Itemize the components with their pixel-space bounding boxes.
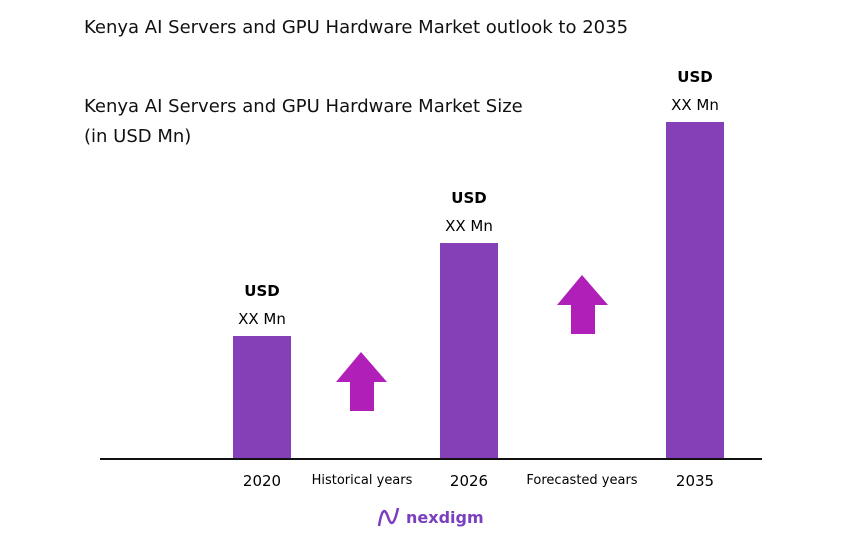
data-label-value: XX Mn (445, 217, 493, 235)
x-tick-label: 2035 (676, 472, 714, 490)
period-label: Historical years (312, 473, 413, 488)
growth-arrow-icon (557, 275, 608, 334)
data-label-value: XX Mn (238, 310, 286, 328)
subtitle-line2: (in USD Mn) (84, 126, 192, 147)
growth-arrow-icon (336, 352, 387, 411)
bar-2026 (440, 243, 498, 459)
brand-name: nexdigm (406, 507, 484, 527)
chart-subtitle: Kenya AI Servers and GPU Hardware Market… (84, 92, 523, 152)
x-tick-label: 2020 (243, 472, 281, 490)
chart-title: Kenya AI Servers and GPU Hardware Market… (84, 17, 629, 38)
nexdigm-logo-icon (377, 507, 400, 527)
bar-2035 (666, 122, 724, 459)
bar-2020 (233, 336, 291, 459)
nexdigm-logo: nexdigm (376, 506, 484, 528)
data-label-currency: USD (451, 189, 486, 207)
data-label-currency: USD (244, 282, 279, 300)
data-label-value: XX Mn (671, 96, 719, 114)
data-label-currency: USD (677, 68, 712, 86)
period-label: Forecasted years (526, 473, 637, 488)
subtitle-line1: Kenya AI Servers and GPU Hardware Market… (84, 96, 523, 117)
x-tick-label: 2026 (450, 472, 488, 490)
